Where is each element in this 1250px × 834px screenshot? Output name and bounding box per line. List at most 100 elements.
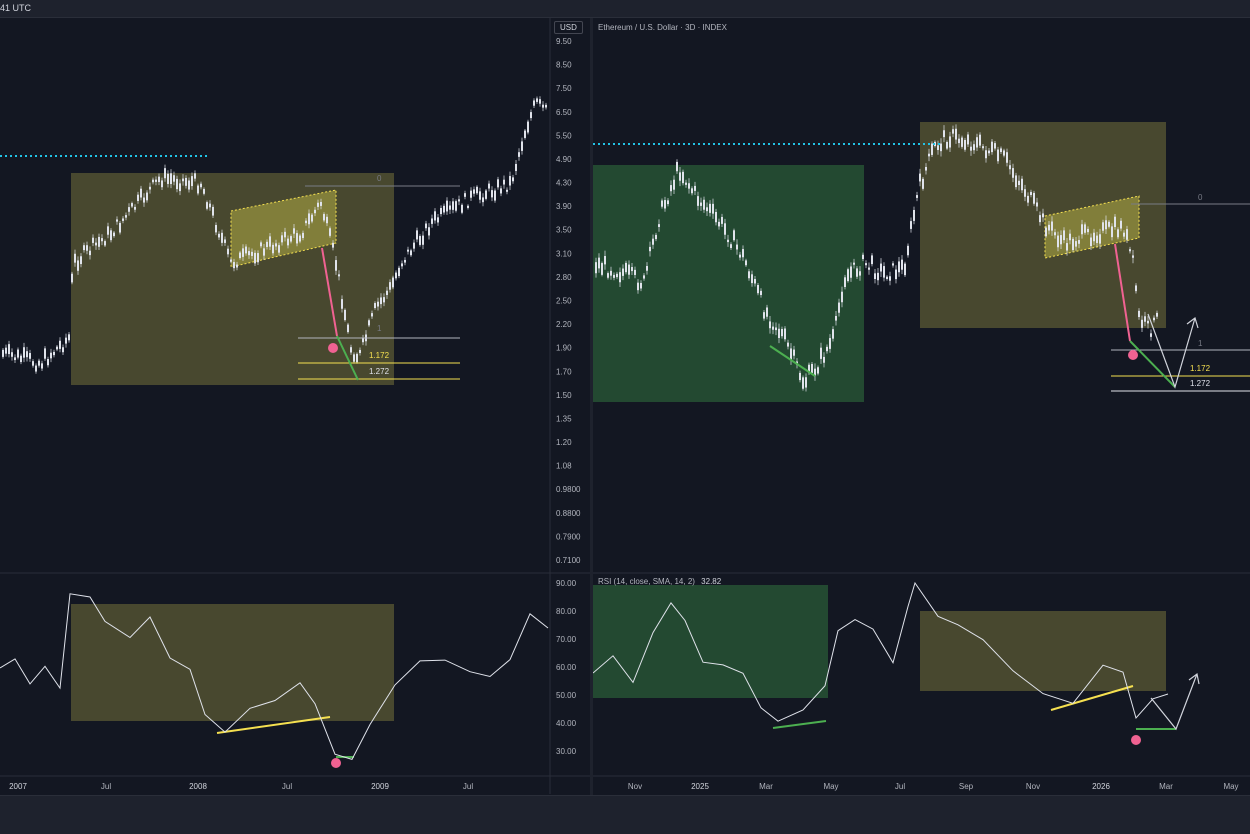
drawing-boxes[interactable] — [593, 122, 1166, 698]
candle-body — [955, 128, 957, 140]
candle-body — [524, 130, 526, 138]
candle-body — [362, 337, 364, 343]
price-axis[interactable]: 9.50 8.50 7.50 6.50 5.50 4.90 4.30 3.90 3.50 3.10… — [556, 37, 581, 565]
candle-body — [74, 253, 76, 263]
drawing-boxes[interactable] — [71, 173, 394, 721]
candle-body — [919, 173, 921, 182]
candle-body — [230, 259, 232, 262]
candle-body — [802, 377, 804, 389]
time-axis[interactable]: 2007 Jul 2008 Jul 2009 Jul — [9, 782, 473, 791]
candle-body — [667, 200, 669, 205]
candle-body — [886, 276, 888, 280]
time-axis[interactable]: Nov 2025 Mar May Jul Sep Nov 2026 Mar May — [628, 782, 1239, 791]
price-tick-label: 3.10 — [556, 249, 572, 258]
left-chart-canvas[interactable]: 9.50 8.50 7.50 6.50 5.50 4.90 4.30 3.90 3.50 3.10… — [0, 18, 590, 794]
time-tick-label: Jul — [101, 782, 111, 791]
candle-body — [287, 238, 289, 246]
candle-body — [512, 177, 514, 182]
drop-leg-line — [321, 247, 338, 337]
candle-body — [182, 178, 184, 182]
candle-body — [931, 143, 933, 155]
candles — [2, 96, 547, 374]
candle-body — [398, 267, 400, 277]
time-tick-label: Sep — [959, 782, 974, 791]
candle-body — [1042, 213, 1044, 218]
candle-body — [721, 216, 723, 224]
candle-body — [485, 190, 487, 199]
candle-body — [1099, 234, 1101, 244]
candle-body — [1033, 192, 1035, 204]
candle-body — [853, 262, 855, 265]
candle-body — [1093, 232, 1095, 242]
candle-body — [440, 208, 442, 215]
candle-body — [212, 206, 214, 216]
candle-body — [988, 150, 990, 154]
rsi-divergence-line — [216, 716, 331, 734]
candle-body — [464, 193, 466, 197]
candle-body — [491, 190, 493, 198]
price-tick-label: 6.50 — [556, 108, 572, 117]
candle-body — [1138, 310, 1140, 318]
right-chart-panel[interactable]: Nov 2025 Mar May Jul Sep Nov 2026 Mar May 0 1 1.172… — [593, 18, 1250, 794]
candle-body — [733, 230, 735, 241]
candle-body — [1066, 243, 1068, 251]
candle-body — [191, 176, 193, 187]
drawing-lines[interactable]: 0 1 1.172 1.272 — [216, 174, 460, 768]
candle-body — [1057, 235, 1059, 248]
candle-body — [269, 236, 271, 247]
marker-dot — [1128, 350, 1138, 360]
drawing-lines[interactable]: 0 1 1.172 1.272 — [769, 193, 1250, 745]
candle-body — [1135, 285, 1137, 292]
support-trend-line — [769, 345, 816, 377]
panel-divider[interactable] — [590, 18, 593, 795]
candle-body — [1000, 148, 1002, 153]
candle-body — [1153, 317, 1155, 321]
fib-label-one: 1 — [377, 324, 382, 333]
candle-body — [2, 349, 4, 357]
candle-body — [218, 233, 220, 238]
candle-body — [943, 130, 945, 138]
candle-body — [38, 360, 40, 366]
candle-body — [374, 303, 376, 308]
candle-body — [110, 230, 112, 241]
candle-body — [664, 200, 666, 209]
rsi-path — [0, 593, 549, 761]
time-tick-label: 2025 — [691, 782, 709, 791]
candle-body — [994, 143, 996, 149]
rsi-tick-label: 90.00 — [556, 579, 577, 588]
candle-body — [257, 253, 259, 263]
candle-body — [323, 214, 325, 221]
candle-body — [263, 248, 265, 256]
time-tick-label: Mar — [1159, 782, 1173, 791]
right-chart-canvas[interactable]: Nov 2025 Mar May Jul Sep Nov 2026 Mar May 0 1 1.172… — [593, 18, 1250, 794]
price-tick-label: 5.50 — [556, 131, 572, 140]
rsi-divergence-line — [1050, 685, 1134, 711]
currency-label[interactable]: USD — [554, 21, 583, 34]
candle-body — [964, 139, 966, 150]
left-chart-panel[interactable]: 9.50 8.50 7.50 6.50 5.50 4.90 4.30 3.90 3.50 3.10… — [0, 18, 590, 794]
candle-body — [625, 262, 627, 273]
candle-body — [260, 242, 262, 247]
chart-title[interactable]: Ethereum / U.S. Dollar · 3D · INDEX — [598, 23, 727, 32]
candle-body — [53, 351, 55, 356]
candle-body — [248, 251, 250, 256]
candle-body — [1015, 175, 1017, 188]
candle-body — [712, 203, 714, 214]
candle-body — [799, 372, 801, 381]
candle-body — [1048, 224, 1050, 231]
candle-body — [859, 271, 861, 276]
candle-body — [425, 223, 427, 229]
candle-body — [407, 249, 409, 252]
candle-body — [17, 349, 19, 358]
candle-body — [952, 129, 954, 134]
candle-body — [104, 241, 106, 246]
candle-body — [410, 250, 412, 256]
price-tick-label: 1.90 — [556, 344, 572, 353]
candle-body — [631, 267, 633, 272]
candle-body — [1051, 221, 1053, 231]
price-tick-label: 9.50 — [556, 37, 572, 46]
rsi-legend[interactable]: RSI (14, close, SMA, 14, 2) 32.82 — [598, 577, 721, 586]
candle-body — [80, 256, 82, 265]
candle-body — [200, 183, 202, 188]
candle-body — [344, 309, 346, 321]
